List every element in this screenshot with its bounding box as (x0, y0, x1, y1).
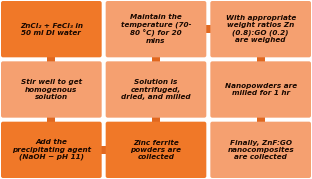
FancyBboxPatch shape (47, 55, 55, 63)
FancyBboxPatch shape (106, 122, 206, 178)
FancyBboxPatch shape (257, 116, 265, 124)
Text: ZnCl₂ + FeCl₃ in
50 ml DI water: ZnCl₂ + FeCl₃ in 50 ml DI water (20, 23, 83, 36)
Text: With appropriate
weight ratios Zn
(0.8):GO (0.2)
are weighed: With appropriate weight ratios Zn (0.8):… (226, 15, 296, 43)
FancyBboxPatch shape (210, 1, 311, 57)
FancyBboxPatch shape (100, 146, 108, 154)
Text: Solution is
centrifuged,
dried, and milled: Solution is centrifuged, dried, and mill… (121, 79, 191, 100)
FancyBboxPatch shape (257, 55, 265, 63)
FancyBboxPatch shape (106, 61, 206, 118)
FancyBboxPatch shape (1, 1, 102, 57)
FancyBboxPatch shape (210, 61, 311, 118)
Text: Maintain the
temperature (70-
80 °C) for 20
mins: Maintain the temperature (70- 80 °C) for… (121, 14, 191, 44)
FancyBboxPatch shape (204, 25, 212, 33)
FancyBboxPatch shape (1, 122, 102, 178)
Text: Add the
precipitating agent
(NaOH ~ pH 11): Add the precipitating agent (NaOH ~ pH 1… (12, 139, 91, 160)
Text: Nanopowders are
milled for 1 hr: Nanopowders are milled for 1 hr (225, 83, 297, 96)
FancyBboxPatch shape (152, 55, 160, 63)
Text: Zinc ferrite
powders are
collected: Zinc ferrite powders are collected (130, 140, 182, 160)
FancyBboxPatch shape (1, 61, 102, 118)
FancyBboxPatch shape (210, 122, 311, 178)
Text: Finally, ZnF:GO
nanocomposites
are collected: Finally, ZnF:GO nanocomposites are colle… (227, 139, 294, 160)
FancyBboxPatch shape (47, 116, 55, 124)
FancyBboxPatch shape (152, 116, 160, 124)
Text: Stir well to get
homogenous
solution: Stir well to get homogenous solution (21, 79, 82, 100)
FancyBboxPatch shape (106, 1, 206, 57)
